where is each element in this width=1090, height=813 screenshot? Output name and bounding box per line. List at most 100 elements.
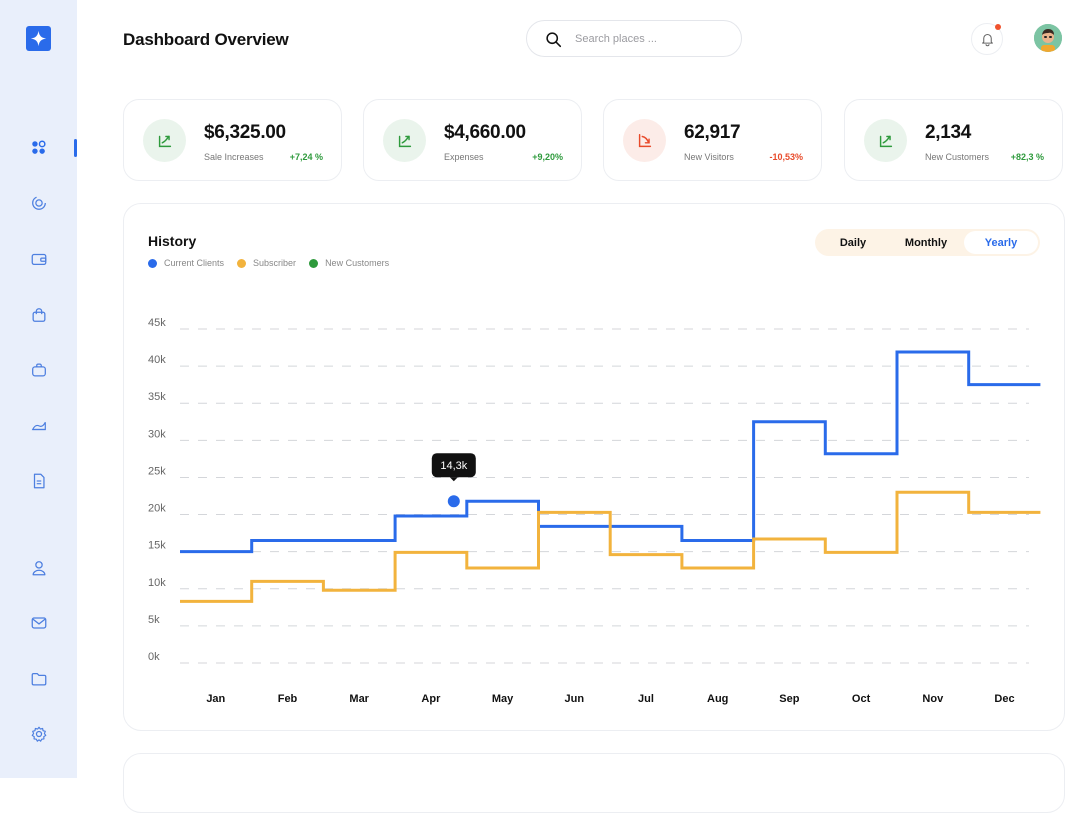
- chart-icon: [31, 422, 46, 431]
- chart-legend: Current Clients Subscriber New Customers: [148, 258, 389, 268]
- notifications-button[interactable]: [971, 23, 1003, 55]
- sidebar-item-folder[interactable]: [29, 669, 49, 689]
- notification-badge: [995, 24, 1001, 30]
- stat-change: +9,20%: [532, 152, 563, 162]
- search-bar[interactable]: [526, 20, 742, 57]
- y-tick-label: 15k: [148, 540, 166, 552]
- stat-value: $6,325.00: [204, 122, 286, 143]
- sidebar-item-analytics[interactable]: [29, 193, 49, 213]
- search-icon: [546, 32, 562, 48]
- series-line-subscriber: [180, 490, 1041, 603]
- sidebar-item-briefcase[interactable]: [29, 360, 49, 380]
- page-title: Dashboard Overview: [123, 30, 289, 49]
- wallet-icon: [31, 253, 47, 266]
- legend-item: New Customers: [309, 258, 389, 268]
- y-tick-label: 5k: [148, 614, 160, 626]
- sidebar-item-shopping-bag[interactable]: [29, 305, 49, 325]
- sparkle-icon: [30, 30, 47, 47]
- stat-icon: [623, 119, 666, 162]
- stat-label: Expenses: [444, 152, 484, 162]
- x-tick-label: Sep: [779, 693, 799, 705]
- shopping-bag-icon: [32, 308, 46, 322]
- stat-card: $6,325.00 Sale Increases +7,24 %: [123, 99, 342, 181]
- sidebar-item-document[interactable]: [29, 471, 49, 491]
- tooltip-label: 14,3k: [440, 460, 467, 472]
- period-daily-button[interactable]: Daily: [839, 236, 867, 249]
- app-logo[interactable]: [26, 26, 51, 51]
- stat-label: Sale Increases: [204, 152, 264, 162]
- trend-up-icon: [879, 135, 892, 147]
- x-tick-label: Dec: [994, 693, 1014, 705]
- stat-value: $4,660.00: [444, 122, 526, 143]
- y-tick-label: 40k: [148, 354, 166, 366]
- period-monthly-button[interactable]: Monthly: [904, 236, 948, 249]
- user-icon: [32, 561, 46, 576]
- stat-change: -10,53%: [769, 152, 803, 162]
- stat-label: New Visitors: [684, 152, 734, 162]
- period-yearly-button[interactable]: Yearly: [964, 231, 1038, 254]
- x-tick-label: Mar: [349, 693, 369, 705]
- legend-item: Current Clients: [148, 258, 224, 268]
- legend-dot: [237, 258, 247, 268]
- legend-label: New Customers: [325, 258, 390, 268]
- trend-up-icon: [398, 135, 411, 147]
- stat-change: +7,24 %: [289, 152, 323, 162]
- stat-icon: [864, 119, 907, 162]
- folder-icon: [31, 672, 47, 686]
- x-tick-label: Feb: [278, 693, 298, 705]
- x-tick-label: Apr: [421, 693, 441, 705]
- bell-icon: [981, 33, 993, 47]
- y-tick-label: 25k: [148, 465, 166, 477]
- sidebar-item-dashboard[interactable]: [29, 138, 49, 158]
- y-tick-label: 30k: [148, 428, 166, 440]
- settings-icon: [31, 726, 47, 742]
- stat-icon: [143, 119, 186, 162]
- stat-value: 62,917: [684, 122, 741, 143]
- legend-dot: [148, 258, 157, 268]
- legend-item: Subscriber: [237, 258, 296, 268]
- stat-value: 2,134: [925, 122, 972, 143]
- trend-up-icon: [158, 135, 171, 147]
- analytics-icon: [32, 196, 46, 210]
- dashboard-icon: [32, 140, 46, 154]
- bottom-panel: [123, 753, 1065, 813]
- sidebar-item-user[interactable]: [29, 558, 49, 578]
- briefcase-icon: [32, 363, 46, 377]
- history-title: History: [148, 233, 197, 249]
- stat-card: $4,660.00 Expenses +9,20%: [363, 99, 582, 181]
- sidebar-item-settings[interactable]: [29, 724, 49, 744]
- stat-change: +82,3 %: [1010, 152, 1044, 162]
- trend-down-icon: [638, 133, 651, 147]
- series-line-current-clients: [180, 350, 1041, 554]
- x-tick-label: Oct: [852, 693, 871, 705]
- sidebar-item-chart[interactable]: [29, 415, 49, 435]
- sidebar-item-mail[interactable]: [29, 613, 49, 633]
- y-tick-label: 0k: [148, 651, 160, 663]
- active-indicator: [74, 139, 77, 157]
- avatar[interactable]: [1034, 24, 1062, 52]
- stat-card: 62,917 New Visitors -10,53%: [603, 99, 822, 181]
- user-avatar-icon: [1034, 24, 1062, 52]
- history-chart: 0k 5k 10k 15k 20k 25k 30k 35k 40k 45k Jan Feb Mar Apr…: [148, 317, 1041, 705]
- x-tick-label: Aug: [707, 693, 728, 705]
- mail-icon: [31, 617, 47, 629]
- stat-label: New Customers: [925, 152, 990, 162]
- x-tick-label: Jan: [206, 693, 225, 705]
- x-tick-label: Jun: [565, 693, 585, 705]
- stat-card: 2,134 New Customers +82,3 %: [844, 99, 1063, 181]
- y-tick-label: 20k: [148, 503, 166, 515]
- x-tick-label: Nov: [922, 693, 944, 705]
- search-input[interactable]: [575, 30, 725, 48]
- y-tick-label: 10k: [148, 577, 166, 589]
- history-panel: History Current Clients Subscriber New C…: [123, 203, 1065, 731]
- sidebar: [0, 0, 77, 778]
- y-tick-label: 35k: [148, 391, 166, 403]
- tooltip-box: [431, 453, 476, 478]
- period-selector: Daily Monthly Yearly: [815, 229, 1040, 256]
- sidebar-item-wallet[interactable]: [29, 249, 49, 269]
- legend-label: Current Clients: [164, 258, 225, 268]
- tooltip-arrow: [449, 477, 458, 482]
- highlight-point: [447, 495, 460, 508]
- legend-dot: [309, 258, 319, 268]
- stat-icon: [383, 119, 426, 162]
